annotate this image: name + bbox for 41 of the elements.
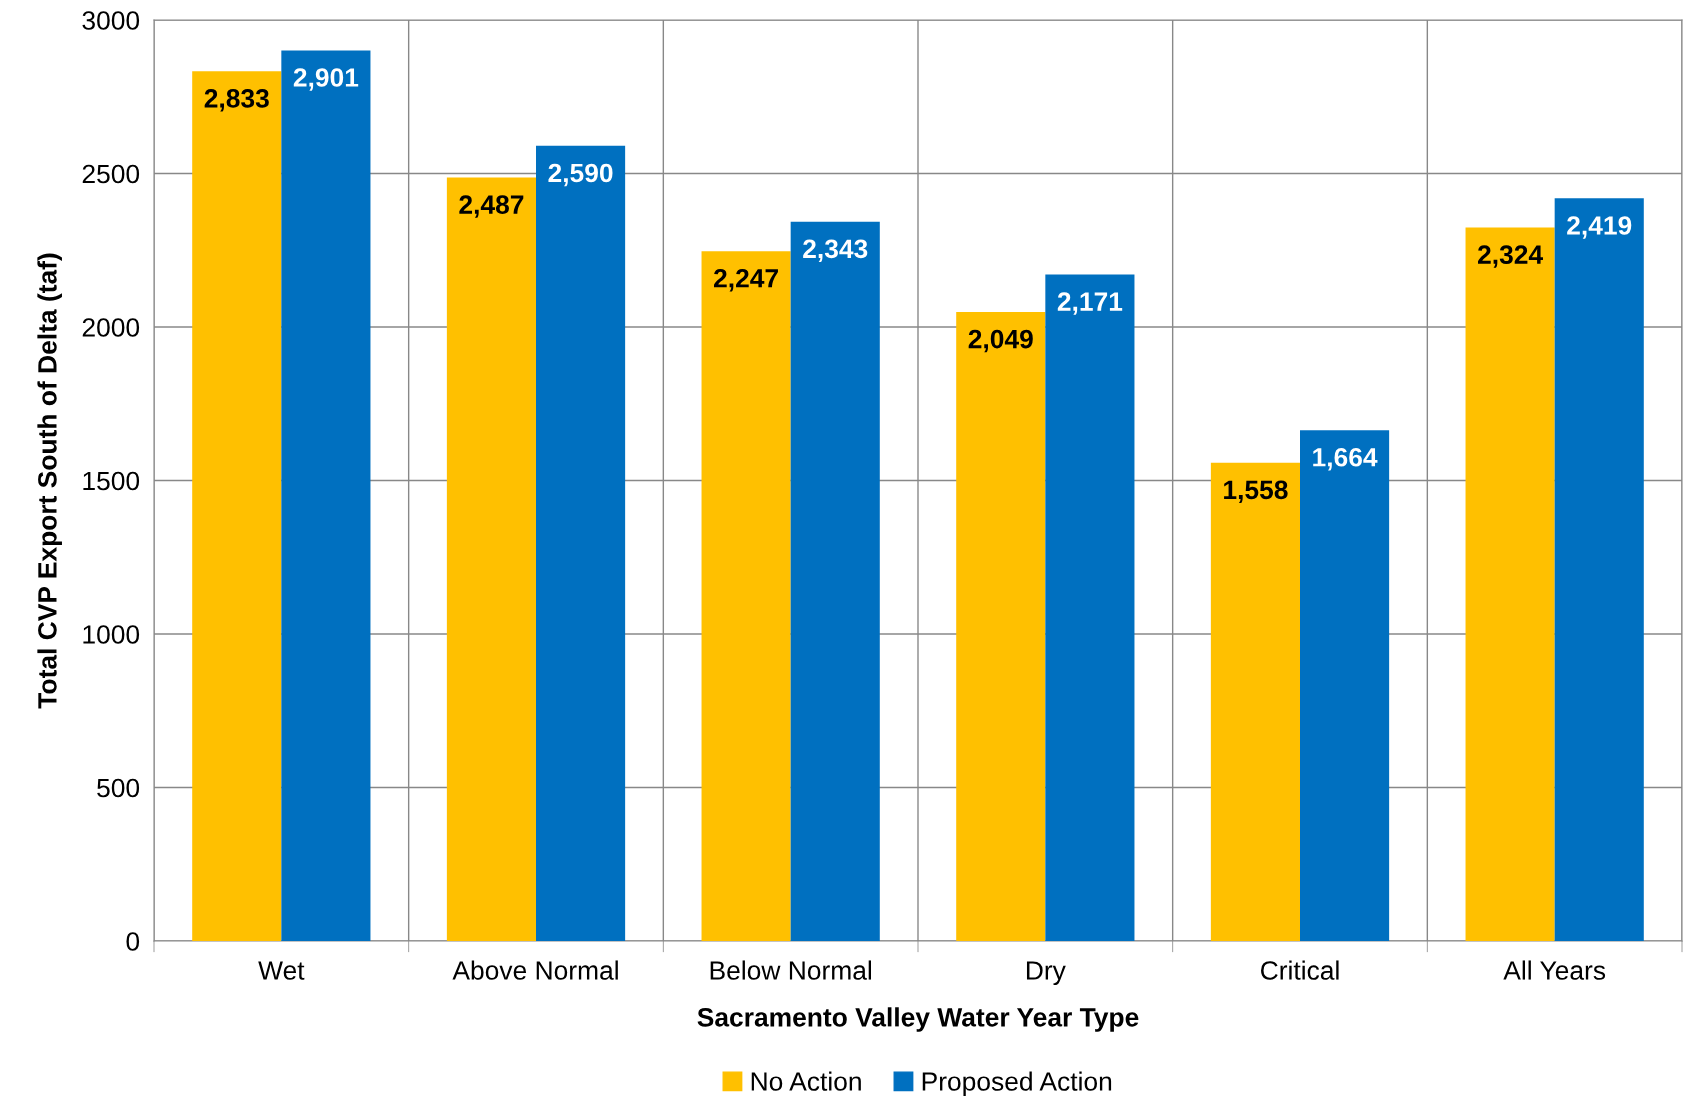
legend-label: Proposed Action xyxy=(922,1071,1112,1097)
y-tick-label: 2000 xyxy=(82,318,140,337)
data-label: 2,590 xyxy=(548,163,613,187)
data-label: 2,247 xyxy=(714,268,778,292)
x-tick-label: Critical xyxy=(1261,960,1339,980)
data-label: 2,171 xyxy=(1057,292,1123,315)
bar xyxy=(956,311,1046,941)
x-tick-label: Below Normal xyxy=(710,960,872,980)
data-label: 1,558 xyxy=(1224,480,1288,503)
y-tick-label: 1000 xyxy=(83,625,140,644)
y-axis-title: Total CVP Export South of Delta (taf) xyxy=(37,253,62,709)
data-label: 2,901 xyxy=(293,68,359,91)
data-label: 2,833 xyxy=(204,89,269,112)
bar xyxy=(701,251,791,941)
bar xyxy=(1210,462,1300,941)
bar xyxy=(446,177,536,941)
x-tick-label: Wet xyxy=(258,961,305,980)
x-tick-label: Above Normal xyxy=(452,960,618,980)
y-tick-label: 0 xyxy=(126,932,140,951)
bar xyxy=(536,145,626,941)
x-tick-label: Dry xyxy=(1026,961,1066,986)
x-axis-title: Sacramento Valley Water Year Type xyxy=(697,1007,1139,1032)
data-label: 2,419 xyxy=(1567,216,1632,239)
data-label: 1,664 xyxy=(1313,447,1378,471)
y-tick-label: 1500 xyxy=(83,471,140,491)
data-label: 2,324 xyxy=(1478,245,1543,268)
y-tick-label: 3000 xyxy=(82,11,140,30)
data-label: 2,343 xyxy=(803,239,868,262)
y-tick-label: 2500 xyxy=(82,164,140,184)
legend-label: No Action xyxy=(751,1071,861,1091)
bar xyxy=(281,50,371,941)
bar xyxy=(192,71,282,941)
y-tick-label: 500 xyxy=(97,778,140,798)
bar xyxy=(1465,227,1555,941)
bar xyxy=(1300,430,1390,941)
data-label: 2,049 xyxy=(968,329,1033,353)
x-tick-label: All Years xyxy=(1503,960,1606,980)
bar xyxy=(1045,274,1135,941)
data-label: 2,487 xyxy=(459,195,524,218)
bar xyxy=(1554,198,1644,941)
bar xyxy=(790,221,880,941)
